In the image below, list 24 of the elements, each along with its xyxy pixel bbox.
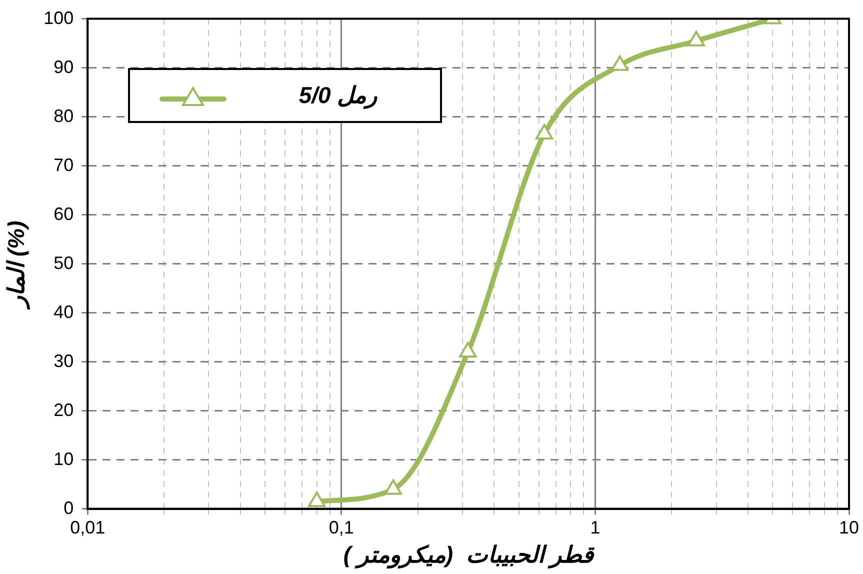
- y-tick-label: 30: [54, 350, 74, 371]
- y-tick-label: 10: [54, 448, 74, 469]
- x-tick-label: 0,1: [328, 518, 354, 538]
- legend-box: رمل 5/0: [128, 68, 442, 123]
- y-tick-label: 50: [54, 252, 74, 273]
- x-axis-title: قطر الحبيبات (ميكرومتر ): [343, 542, 596, 570]
- y-axis-title: المار (%): [3, 220, 32, 310]
- point: [687, 30, 705, 46]
- y-tick-label: 90: [54, 56, 74, 77]
- point: [459, 342, 477, 358]
- y-tick-label: 20: [54, 400, 74, 420]
- y-tick-label: 80: [54, 106, 74, 126]
- point: [308, 491, 326, 507]
- y-tick-label: 100: [44, 8, 74, 28]
- y-tick-label: 60: [54, 204, 74, 224]
- y-tick-label: 0: [64, 498, 74, 518]
- x-tick-label: 0,01: [70, 518, 106, 538]
- x-tick-label: 10: [838, 518, 860, 538]
- y-tick-label: 40: [54, 302, 74, 322]
- point: [384, 479, 402, 495]
- point: [535, 124, 554, 140]
- x-tick-label: 1: [590, 518, 600, 538]
- point: [611, 55, 629, 71]
- y-tick-label: 70: [54, 154, 74, 175]
